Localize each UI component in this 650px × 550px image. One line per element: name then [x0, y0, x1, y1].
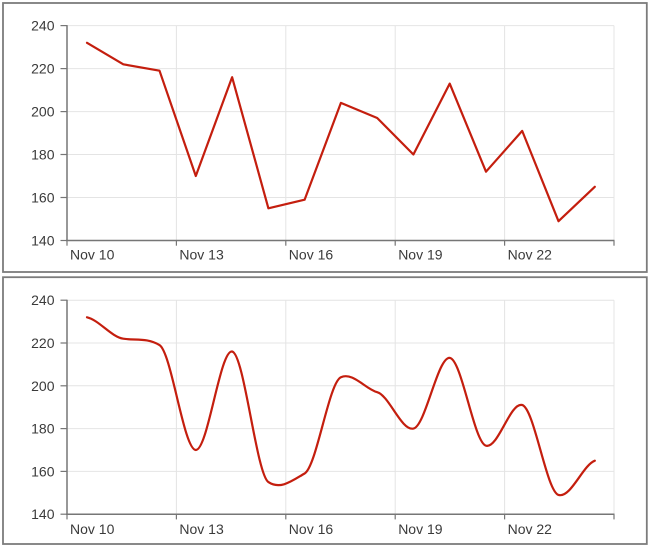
svg-text:160: 160 [31, 463, 55, 479]
svg-text:180: 180 [31, 147, 55, 163]
svg-text:Nov 13: Nov 13 [179, 247, 224, 263]
svg-text:Nov 10: Nov 10 [70, 247, 115, 263]
svg-text:Nov 16: Nov 16 [289, 521, 334, 537]
svg-text:Nov 19: Nov 19 [398, 521, 443, 537]
svg-text:140: 140 [31, 506, 55, 522]
svg-text:200: 200 [31, 104, 55, 120]
svg-text:Nov 19: Nov 19 [398, 247, 443, 263]
svg-text:220: 220 [31, 335, 55, 351]
svg-text:220: 220 [31, 61, 55, 77]
svg-text:200: 200 [31, 378, 55, 394]
svg-text:Nov 16: Nov 16 [289, 247, 334, 263]
svg-text:Nov 22: Nov 22 [508, 247, 553, 263]
svg-text:160: 160 [31, 190, 55, 206]
svg-text:180: 180 [31, 421, 55, 437]
svg-text:Nov 22: Nov 22 [508, 521, 553, 537]
svg-text:240: 240 [31, 292, 55, 308]
svg-text:240: 240 [31, 18, 55, 34]
svg-text:Nov 13: Nov 13 [179, 521, 224, 537]
svg-text:Nov 10: Nov 10 [70, 521, 115, 537]
svg-text:140: 140 [31, 233, 55, 249]
